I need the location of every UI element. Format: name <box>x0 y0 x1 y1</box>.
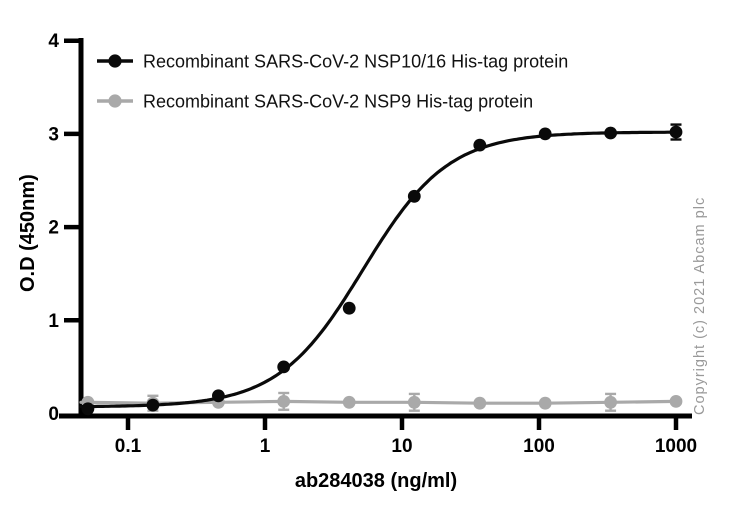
data-point-marker <box>473 138 487 152</box>
data-point-marker <box>81 402 95 416</box>
x-tick-label: 0.1 <box>115 436 142 457</box>
x-tick-label: 1 <box>260 436 271 457</box>
x-tick-label: 10 <box>391 436 412 457</box>
legend-label-nsp9: Recombinant SARS-CoV-2 NSP9 His-tag prot… <box>143 92 533 112</box>
x-tick-label: 1000 <box>655 436 697 457</box>
data-point-marker <box>146 398 160 412</box>
y-tick-label: 4 <box>48 31 59 52</box>
x-tick-label: 100 <box>523 436 555 457</box>
series <box>79 391 683 412</box>
data-point-marker <box>212 389 225 403</box>
series <box>79 123 683 416</box>
data-point-marker <box>669 125 683 139</box>
y-tick-label: 2 <box>48 218 59 239</box>
copyright-text: Copyright (c) 2021 Abcam plc <box>692 197 708 415</box>
x-axis-title: ab284038 (ng/ml) <box>295 470 457 492</box>
data-point-marker <box>604 395 617 409</box>
legend-marker-nsp9-icon <box>108 94 122 108</box>
data-point-marker <box>669 395 683 408</box>
legend-item-nsp9: Recombinant SARS-CoV-2 NSP9 His-tag prot… <box>97 92 533 112</box>
axes: 0 1 2 3 4 0.1 1 10 100 1000 <box>48 31 697 457</box>
data-point-marker <box>342 301 356 315</box>
data-point-marker <box>538 396 552 410</box>
data-point-marker <box>277 360 291 374</box>
data-point-marker <box>277 395 291 408</box>
legend-label-nsp10-16: Recombinant SARS-CoV-2 NSP10/16 His-tag … <box>143 52 568 72</box>
y-tick-label: 3 <box>48 124 59 145</box>
data-point-marker <box>407 395 421 409</box>
legend-marker-nsp10-16-icon <box>108 54 122 68</box>
data-series <box>79 123 683 416</box>
y-tick-label: 0 <box>48 404 59 425</box>
y-tick-label: 1 <box>48 311 59 332</box>
data-point-marker <box>538 127 552 141</box>
data-point-marker <box>342 395 356 409</box>
legend-item-nsp10-16: Recombinant SARS-CoV-2 NSP10/16 His-tag … <box>97 52 568 72</box>
data-point-marker <box>473 396 487 410</box>
data-point-marker <box>407 189 421 203</box>
legend: Recombinant SARS-CoV-2 NSP10/16 His-tag … <box>97 52 568 112</box>
series-line <box>79 130 678 409</box>
data-point-marker <box>604 126 617 140</box>
y-axis-title: O.D (450nm) <box>17 174 39 292</box>
